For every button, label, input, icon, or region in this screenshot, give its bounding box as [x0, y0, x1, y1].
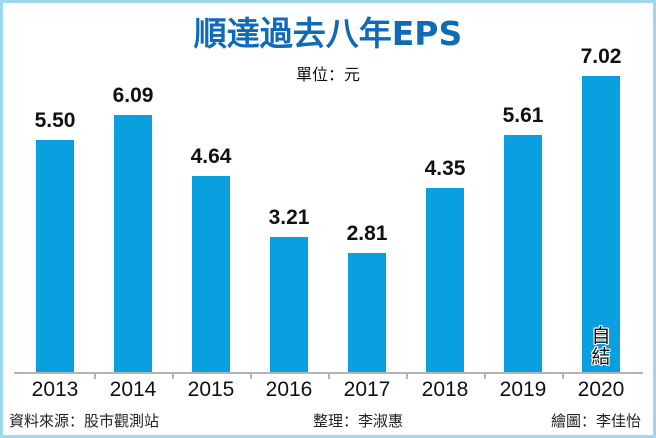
x-axis-tick	[250, 372, 252, 379]
value-label-2016: 3.21	[268, 206, 310, 229]
x-tick-label-2020: 2020	[577, 378, 625, 401]
x-axis-tick	[328, 372, 330, 379]
x-axis-tick	[562, 372, 564, 379]
graphic-credit: 繪圖：李佳怡	[551, 412, 642, 430]
x-axis-tick	[172, 372, 174, 379]
unit-label: 單位：元	[295, 65, 360, 84]
annotation-char-1: 自	[591, 325, 611, 347]
x-tick-label-2019: 2019	[499, 378, 547, 401]
value-label-2013: 5.50	[34, 109, 76, 132]
editor-credit: 整理：李淑惠	[313, 412, 404, 430]
bar-2020	[582, 76, 620, 372]
x-axis-tick	[406, 372, 408, 379]
x-axis-tick	[484, 372, 486, 379]
plot-area: 5.50 2013 6.09 2014 4.64 2015 3.21 2016 2.81 2017…	[3, 3, 653, 435]
value-label-2015: 4.64	[190, 145, 232, 168]
value-label-2019: 5.61	[502, 104, 544, 127]
source-credit: 資料來源：股市觀測站	[9, 412, 160, 430]
bar-2017	[348, 253, 386, 372]
value-label-2020: 7.02	[580, 45, 622, 68]
chart-title: 順達過去八年EPS	[193, 14, 463, 53]
value-label-2017: 2.81	[346, 222, 388, 245]
x-tick-label-2018: 2018	[421, 378, 469, 401]
x-axis-tick	[94, 372, 96, 379]
bar-2014	[114, 115, 152, 372]
x-tick-label-2017: 2017	[343, 378, 391, 401]
bar-2013	[36, 140, 74, 372]
bar-2019	[504, 135, 542, 372]
x-tick-label-2016: 2016	[265, 378, 313, 401]
bar-2015	[192, 176, 230, 372]
value-label-2014: 6.09	[112, 84, 154, 107]
x-tick-label-2014: 2014	[109, 378, 157, 401]
annotation-self-reported: 自 結	[582, 326, 620, 368]
bar-2018	[426, 188, 464, 372]
x-tick-label-2015: 2015	[187, 378, 235, 401]
x-tick-label-2013: 2013	[31, 378, 79, 401]
annotation-char-2: 結	[591, 346, 611, 368]
value-label-2018: 4.35	[424, 157, 466, 180]
bar-2016	[270, 237, 308, 372]
